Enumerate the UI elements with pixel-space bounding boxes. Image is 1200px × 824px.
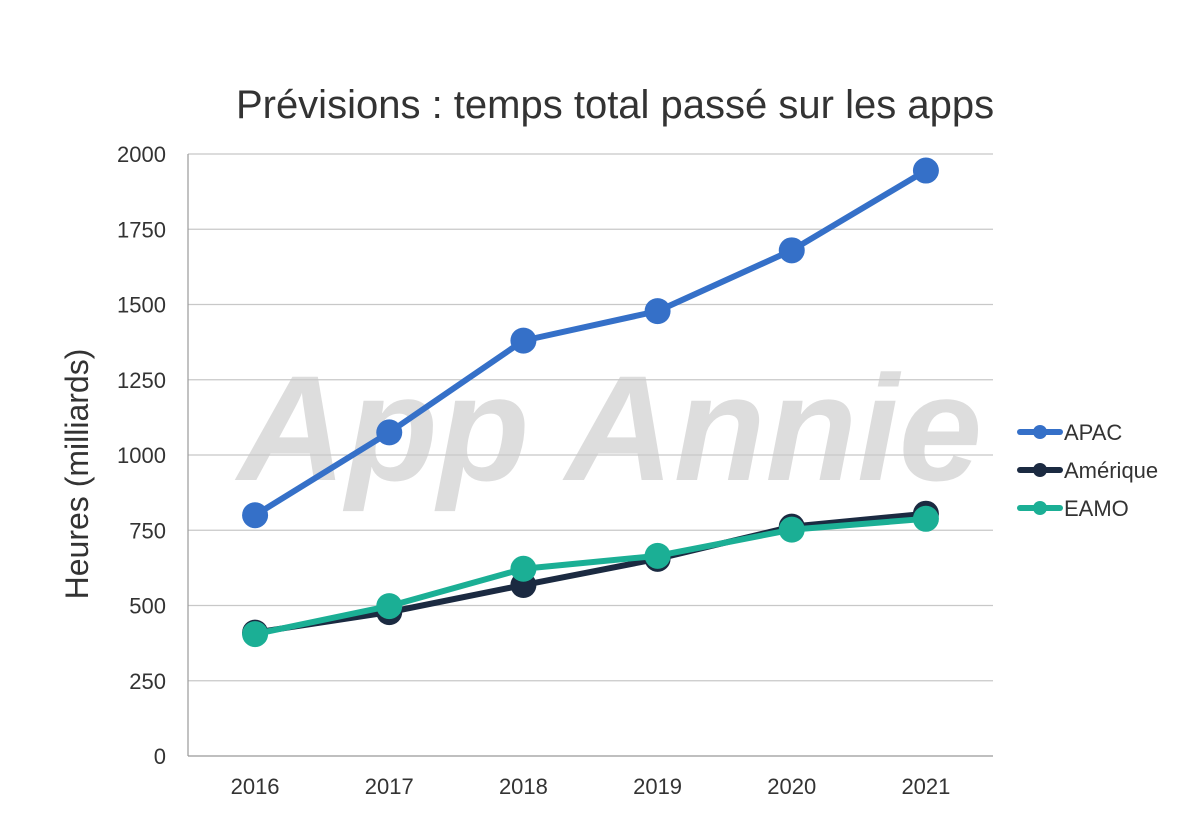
data-point [644,298,671,325]
y-tick-label: 1750 [117,217,166,242]
x-tick-label: 2021 [901,774,950,799]
y-tick-label: 250 [129,669,166,694]
x-tick-label: 2017 [365,774,414,799]
data-point [778,237,805,264]
legend-label: APAC [1064,420,1122,445]
series-line-2 [252,515,929,638]
legend-label: EAMO [1064,496,1129,521]
legend-label: Amérique [1064,458,1158,483]
legend-swatch-marker [1033,501,1047,515]
gridlines [188,153,993,682]
x-tick-label: 2016 [231,774,280,799]
data-point [242,621,269,648]
data-point [376,419,403,446]
y-tick-label: 0 [154,744,166,769]
data-point [510,327,537,354]
data-point [912,157,939,184]
data-point [644,542,671,569]
legend: APAC Amérique EAMO [1017,420,1158,521]
chart-title: Prévisions : temps total passé sur les a… [236,83,994,127]
x-tick-label: 2018 [499,774,548,799]
x-tick-label: 2019 [633,774,682,799]
data-point [242,502,269,529]
y-tick-label: 1500 [117,293,166,318]
y-tick-label: 500 [129,594,166,619]
x-tick-label: 2020 [767,774,816,799]
data-point [510,555,537,582]
legend-swatch-marker [1033,425,1047,439]
y-tick-label: 750 [129,518,166,543]
data-point [912,505,939,532]
data-point [778,516,805,543]
series-line-1 [252,510,929,636]
series-lines [242,157,939,648]
data-point [376,593,403,620]
legend-swatch-marker [1033,463,1047,477]
y-tick-label: 1000 [117,443,166,468]
axes: 0 250 500 750 1000 1250 1500 1750 2000 2016 2017 20… [117,142,993,799]
y-axis-label: Heures (milliards) [59,349,95,600]
series-line-0 [252,167,929,519]
y-tick-label: 2000 [117,142,166,167]
watermark-text: App Annie [234,344,982,512]
y-tick-label: 1250 [117,368,166,393]
